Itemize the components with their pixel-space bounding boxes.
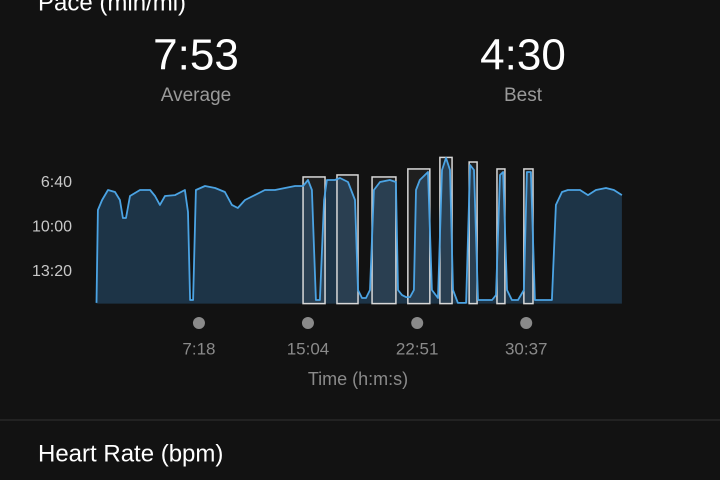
section-title: Heart Rate (bpm) xyxy=(38,440,223,467)
interval-box xyxy=(407,168,431,305)
stat-label: Average xyxy=(161,85,231,106)
x-tick-label: 7:18 xyxy=(182,339,215,358)
interval-box xyxy=(371,176,397,305)
y-tick-label: 6:40 xyxy=(41,174,72,191)
x-tick-label: 30:37 xyxy=(505,339,548,358)
x-axis-title: Time (h:m:s) xyxy=(308,369,408,389)
x-tick-label: 15:04 xyxy=(287,339,330,358)
pace-chart: 6:40 10:00 13:20 7:18 15:04 22:51 30:37 xyxy=(32,156,623,358)
area xyxy=(96,157,622,304)
stat-value: 4:30 xyxy=(480,31,566,80)
x-tick-label: 22:51 xyxy=(396,339,439,358)
section-title: Pace (min/mi) xyxy=(38,0,186,16)
x-tick-dot xyxy=(520,317,533,329)
y-tick-label: 10:00 xyxy=(32,219,72,236)
stat-label: Best xyxy=(504,85,543,106)
x-tick-dot xyxy=(411,317,424,329)
stat-value: 7:53 xyxy=(153,31,239,80)
x-tick-dot xyxy=(301,317,314,329)
x-tick-dot xyxy=(192,317,205,329)
interval-box xyxy=(468,161,478,305)
line xyxy=(95,157,623,304)
interval-box xyxy=(336,174,359,305)
y-tick-label: 13:20 xyxy=(32,263,72,280)
